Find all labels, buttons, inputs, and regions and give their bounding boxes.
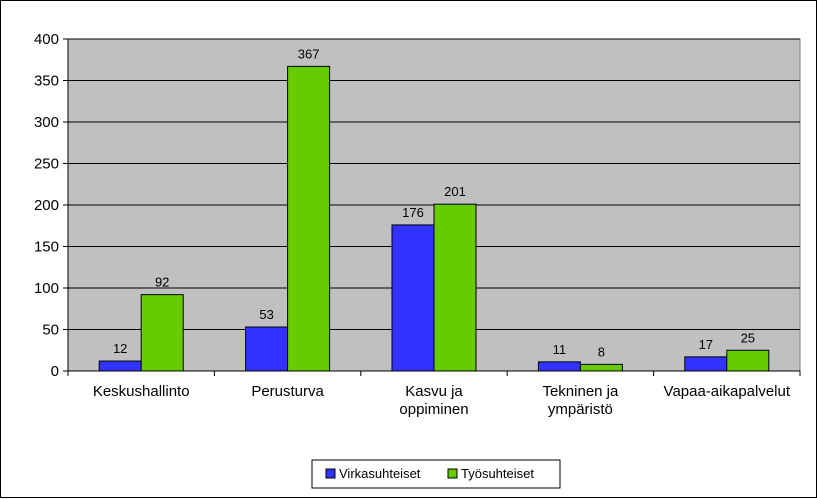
data-label: 8 (598, 344, 605, 359)
x-category-label: Keskushallinto (93, 383, 190, 400)
bar-työsuhteiset (579, 363, 623, 372)
y-tick-label: 100 (34, 280, 59, 297)
bar-virkasuhteiset (537, 361, 581, 372)
bar-työsuhteiset (726, 349, 770, 372)
legend-swatch (447, 468, 458, 479)
bar-virkasuhteiset (684, 356, 728, 372)
y-tick-label: 350 (34, 73, 59, 90)
x-category-label: Kasvu ja oppiminen (399, 383, 468, 418)
y-tick-label: 250 (34, 156, 59, 173)
y-tick-label: 300 (34, 114, 59, 131)
bar-virkasuhteiset (98, 360, 142, 372)
y-tick-label: 200 (34, 197, 59, 214)
y-tick-label: 0 (51, 363, 59, 380)
legend-label: Työsuhteiset (461, 466, 534, 481)
legend-label: Virkasuhteiset (339, 466, 421, 481)
x-category-label-line: Tekninen ja (542, 383, 619, 400)
x-category-label-line: ympäristö (548, 401, 613, 418)
x-category-label: Perusturva (251, 383, 324, 400)
data-label: 367 (298, 46, 320, 61)
bar-työsuhteiset (287, 65, 331, 372)
x-category-label-line: Kasvu ja (405, 383, 463, 400)
bar-virkasuhteiset (245, 326, 289, 372)
legend (311, 459, 561, 489)
y-tick-label: 150 (34, 239, 59, 256)
data-label: 17 (699, 337, 713, 352)
data-label: 12 (113, 341, 127, 356)
x-category-label-line: Vapaa-aikapalvelut (664, 383, 791, 400)
data-label: 11 (553, 342, 567, 357)
y-tick-label: 50 (42, 322, 59, 339)
x-category-label-line: Perusturva (251, 383, 324, 400)
data-label: 92 (155, 275, 169, 290)
data-label: 25 (741, 330, 755, 345)
data-label: 201 (444, 184, 466, 199)
data-label: 53 (259, 307, 273, 322)
y-tick-label: 400 (34, 31, 59, 48)
bar-työsuhteiset (140, 294, 184, 372)
x-category-label: Vapaa-aikapalvelut (664, 383, 791, 400)
bar-työsuhteiset (433, 203, 477, 372)
data-label: 176 (402, 205, 424, 220)
x-category-label-line: Keskushallinto (93, 383, 190, 400)
bar-virkasuhteiset (391, 224, 435, 372)
x-category-label-line: oppiminen (399, 401, 468, 418)
x-category-label: Tekninen ja ympäristö (542, 383, 619, 418)
legend-swatch (325, 468, 336, 479)
